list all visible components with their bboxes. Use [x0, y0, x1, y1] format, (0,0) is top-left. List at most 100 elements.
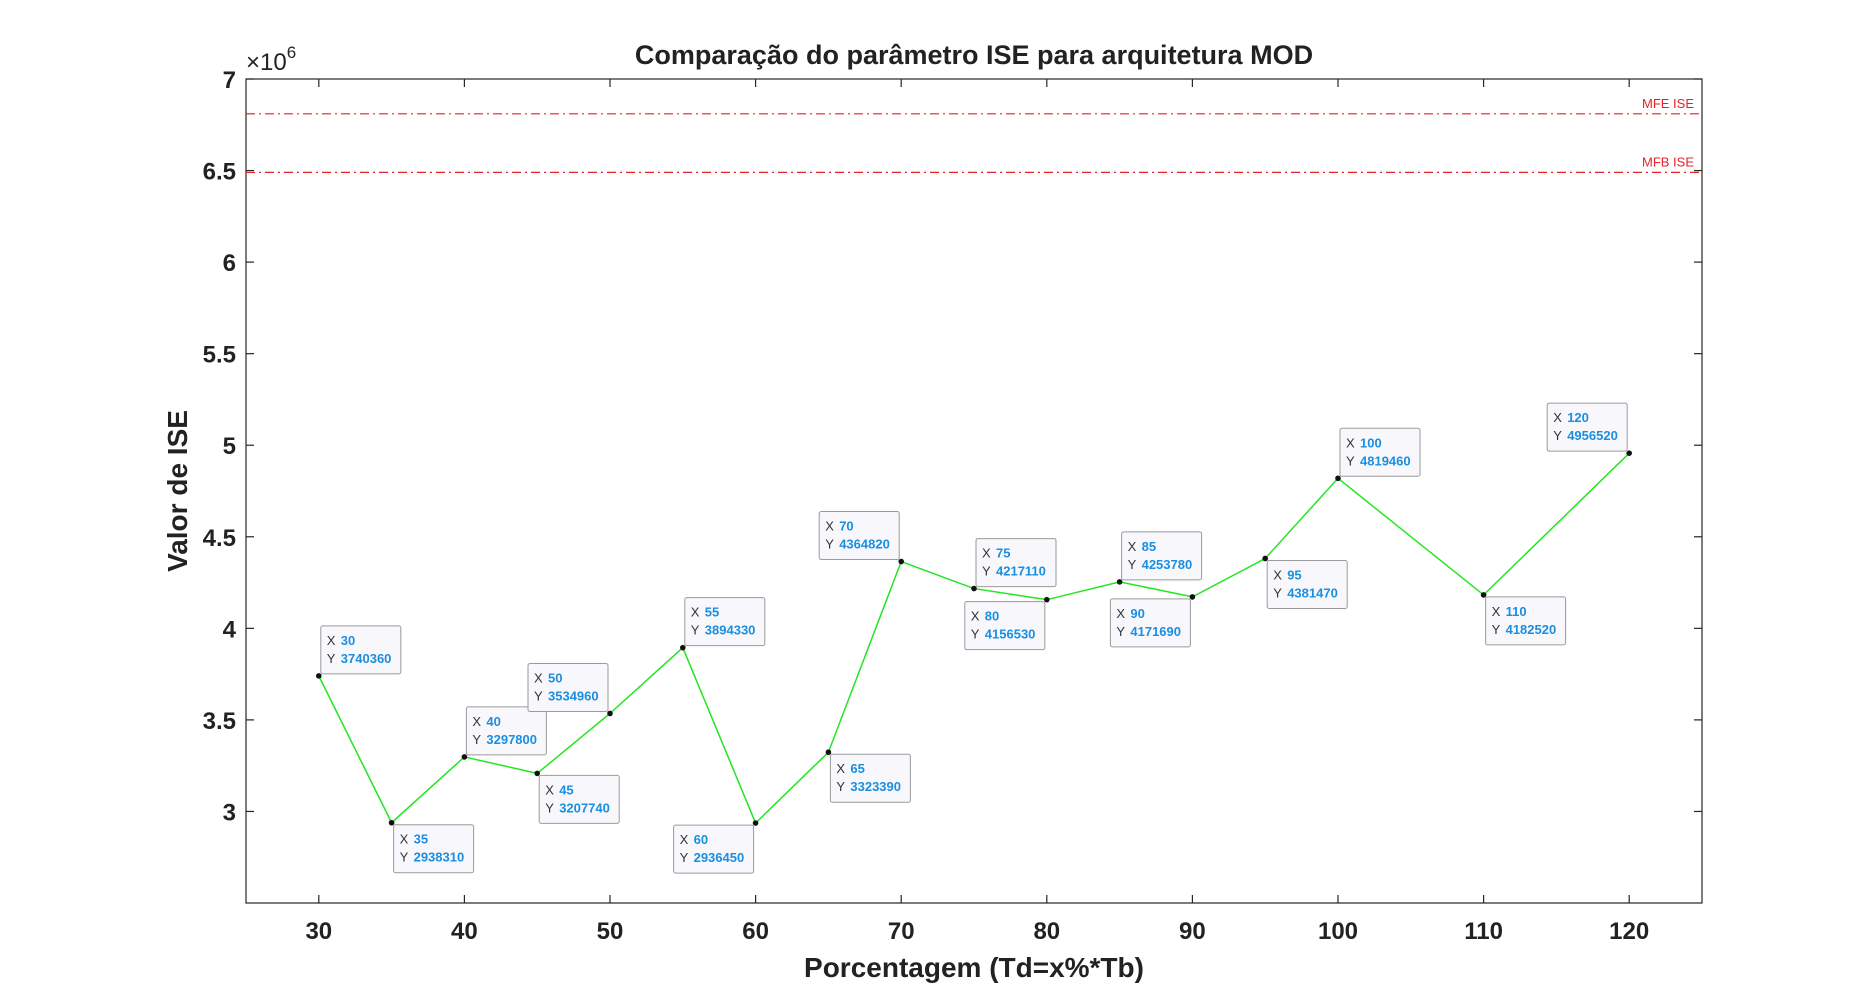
- datatip-y-key: Y: [1273, 585, 1282, 600]
- datatip-x-value: 30: [341, 633, 355, 648]
- x-tick-label: 40: [451, 918, 478, 945]
- datatip-x-value: 120: [1567, 410, 1589, 425]
- reference-line-label: MFB ISE: [1642, 154, 1694, 169]
- datatip-box: [964, 601, 1046, 651]
- datatip-x-key: X: [472, 714, 481, 729]
- datatip: X 35 Y 2938310: [393, 824, 475, 874]
- datatip-y-value: 4956520: [1567, 428, 1618, 443]
- y-tick-label: 3.5: [203, 708, 236, 735]
- x-tick-label: 70: [888, 918, 915, 945]
- datatip-y-value: 2936450: [694, 850, 745, 865]
- datatip-x-key: X: [1553, 410, 1562, 425]
- datatip-y-key: Y: [472, 732, 481, 747]
- datatip-x-key: X: [1116, 606, 1125, 621]
- datatip-y-key: Y: [1492, 622, 1501, 637]
- datatips-layer: X 30 Y 3740360 X 35 Y 2938310 X 40 Y 3297800 X 45 Y 320…: [320, 402, 1628, 874]
- datatip-box: [1485, 596, 1567, 646]
- x-tick-label: 110: [1464, 918, 1503, 945]
- plot-area: [245, 78, 1703, 904]
- datatip-y-key: Y: [982, 564, 991, 579]
- datatip-y-key: Y: [691, 623, 700, 638]
- datatip-y-key: Y: [1128, 557, 1137, 572]
- data-point: [1335, 475, 1341, 482]
- datatip-box: [465, 706, 547, 756]
- data-point: [388, 819, 395, 826]
- y-tick-label: 5: [223, 433, 236, 460]
- datatip: X 70 Y 4364820: [818, 511, 900, 561]
- y-tick-label: 3: [223, 799, 236, 826]
- data-point: [1626, 450, 1632, 456]
- datatip-box: [818, 511, 900, 561]
- data-point: [971, 585, 977, 592]
- x-tick-label: 50: [597, 918, 624, 945]
- x-tick-label: 100: [1318, 918, 1358, 945]
- datatip-x-value: 60: [694, 832, 708, 847]
- datatip-x-value: 75: [996, 546, 1010, 561]
- x-axis-label: Porcentagem (Td=x%*Tb): [804, 952, 1144, 983]
- datatip-box: [527, 662, 609, 712]
- datatip-x-value: 110: [1506, 604, 1527, 619]
- datatip-y-key: Y: [1553, 428, 1562, 443]
- datatip-x-value: 95: [1287, 567, 1301, 582]
- datatip-y-key: Y: [545, 800, 554, 815]
- x-tick-label: 60: [742, 918, 769, 945]
- datatip-y-key: Y: [836, 779, 845, 794]
- datatip-y-value: 4364820: [839, 537, 890, 552]
- data-point: [461, 754, 468, 760]
- datatip-y-value: 4171690: [1130, 624, 1181, 639]
- datatip-x-key: X: [836, 761, 845, 776]
- datatip: X 80 Y 4156530: [964, 601, 1046, 651]
- data-point: [1262, 555, 1268, 562]
- datatip-y-value: 3297800: [486, 732, 537, 747]
- datatip-x-value: 90: [1130, 606, 1144, 621]
- y-tick-label: 7: [223, 67, 236, 94]
- data-point: [680, 644, 686, 651]
- data-point: [1116, 579, 1123, 585]
- datatip: X 90 Y 4171690: [1109, 598, 1191, 648]
- datatip-y-value: 3740360: [341, 651, 392, 666]
- x-tick-label: 90: [1179, 918, 1206, 945]
- datatip-x-key: X: [680, 832, 689, 847]
- datatip: X 110 Y 4182520: [1485, 596, 1567, 646]
- datatip: X 55 Y 3894330: [684, 597, 766, 647]
- data-point: [607, 710, 613, 717]
- x-tick-label: 80: [1033, 918, 1060, 945]
- datatip-box: [320, 625, 402, 675]
- y-tick-label: 5.5: [203, 342, 236, 369]
- datatip-x-key: X: [1346, 435, 1355, 450]
- y-exponent-base: ×10: [246, 49, 287, 76]
- datatip-y-key: Y: [1116, 624, 1125, 639]
- datatip-y-value: 3534960: [548, 688, 599, 703]
- datatip-x-value: 45: [559, 782, 573, 797]
- datatip-x-key: X: [400, 832, 409, 847]
- datatip-x-key: X: [1492, 604, 1501, 619]
- datatip-y-value: 4819460: [1360, 453, 1411, 468]
- reference-line-label: MFE ISE: [1642, 96, 1694, 111]
- datatip-x-value: 55: [705, 605, 719, 620]
- datatip-y-value: 2938310: [414, 850, 465, 865]
- datatip-x-value: 65: [850, 761, 864, 776]
- datatip-y-key: Y: [971, 627, 980, 642]
- datatip: X 40 Y 3297800: [465, 706, 547, 756]
- datatip-x-value: 40: [486, 714, 500, 729]
- datatip: X 45 Y 3207740: [538, 774, 620, 824]
- datatip-box: [1266, 559, 1348, 609]
- y-axis-exponent: ×106: [246, 43, 296, 76]
- data-point: [752, 820, 759, 826]
- datatip: X 120 Y 4956520: [1546, 402, 1628, 452]
- datatip-y-value: 4253780: [1142, 557, 1193, 572]
- datatip-x-key: X: [1273, 567, 1282, 582]
- y-tick-label: 6.5: [203, 159, 236, 186]
- datatip-x-key: X: [691, 605, 700, 620]
- datatip-y-key: Y: [825, 537, 834, 552]
- datatip-x-key: X: [971, 609, 980, 624]
- datatip-box: [1109, 598, 1191, 648]
- x-tick-label: 30: [305, 918, 332, 945]
- datatip: X 65 Y 3323390: [829, 753, 911, 803]
- datatip-x-value: 50: [548, 670, 562, 685]
- data-point: [534, 770, 540, 777]
- datatip-x-value: 70: [839, 519, 853, 534]
- datatip-x-key: X: [327, 633, 336, 648]
